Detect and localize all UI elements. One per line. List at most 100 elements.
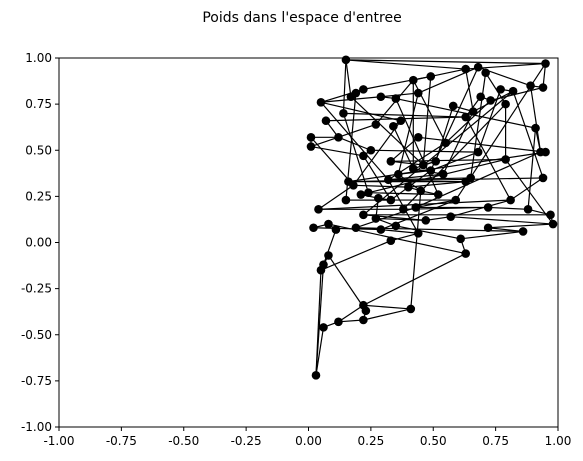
point-82 [483, 223, 493, 233]
edge-76 [388, 173, 444, 181]
edge-84 [318, 184, 354, 210]
y-tick-label-2: -0.50 [21, 328, 52, 342]
point-2 [461, 64, 470, 74]
y-tick-label-4: 0.00 [25, 236, 52, 250]
point-52 [461, 177, 470, 186]
edge-87 [368, 192, 439, 196]
point-83 [518, 227, 528, 236]
edge-143 [465, 116, 512, 201]
edge-118 [380, 228, 419, 234]
edge-149 [320, 101, 389, 181]
x-tick-label-5: 0.25 [358, 434, 385, 448]
y-tick-label-0: -1.00 [21, 420, 52, 434]
edge-66 [370, 149, 479, 153]
edge-136 [315, 327, 325, 376]
point-38 [366, 145, 376, 155]
point-61 [341, 195, 351, 205]
edge-15 [363, 75, 431, 90]
point-64 [314, 204, 323, 214]
edge-137 [315, 264, 325, 376]
point-7 [526, 81, 535, 90]
point-22 [468, 107, 478, 116]
point-89 [316, 265, 326, 275]
point-44 [408, 164, 418, 173]
point-47 [438, 169, 448, 179]
edge-57 [338, 136, 372, 151]
edge-125 [363, 253, 466, 306]
point-77 [331, 225, 341, 234]
point-23 [339, 109, 348, 118]
edge-109 [450, 216, 554, 225]
point-8 [538, 83, 548, 92]
point-37 [359, 151, 368, 161]
edge-8 [465, 68, 474, 112]
edge-131 [363, 304, 411, 310]
edge-25 [512, 91, 544, 179]
edge-49 [352, 120, 402, 186]
edge-58 [418, 136, 546, 153]
point-63 [506, 195, 515, 205]
point-57 [364, 188, 373, 197]
point-55 [416, 186, 426, 196]
point-92 [406, 304, 416, 314]
edge-147 [505, 159, 554, 225]
x-tick-label-7: 0.75 [482, 434, 509, 448]
edge-123 [320, 240, 392, 271]
edge-141 [410, 190, 422, 309]
point-93 [359, 315, 368, 325]
edge-121 [488, 227, 524, 233]
point-15 [376, 92, 386, 102]
edge-144 [363, 90, 514, 216]
point-86 [461, 249, 470, 258]
edge-41 [320, 101, 401, 122]
edge-2 [345, 59, 352, 97]
point-54 [404, 182, 413, 192]
edge-77 [388, 177, 471, 181]
y-tick-label-3: -0.25 [21, 282, 52, 296]
point-73 [446, 212, 456, 221]
point-28 [389, 121, 398, 131]
point-85 [456, 234, 465, 244]
point-76 [324, 219, 333, 229]
point-25 [396, 116, 406, 126]
point-79 [376, 225, 386, 234]
point-21 [448, 101, 458, 111]
point-95 [319, 323, 328, 332]
edge-75 [397, 173, 422, 192]
edge-1 [345, 59, 466, 70]
point-14 [413, 88, 423, 98]
point-45 [426, 166, 436, 175]
edge-110 [488, 223, 554, 229]
nodes-layer [306, 55, 558, 380]
point-11 [359, 85, 368, 94]
edge-120 [390, 232, 419, 242]
point-96 [311, 371, 321, 380]
point-0 [341, 55, 351, 65]
point-68 [523, 204, 533, 214]
point-67 [483, 203, 493, 212]
point-18 [486, 96, 495, 105]
point-30 [306, 133, 316, 142]
edge-3 [342, 59, 347, 114]
edge-67 [430, 151, 479, 172]
point-48 [384, 175, 393, 185]
point-1 [541, 59, 550, 68]
point-66 [411, 203, 421, 212]
edge-62 [348, 151, 546, 183]
point-42 [418, 160, 428, 170]
edge-101 [488, 206, 529, 210]
edge-145 [350, 96, 424, 166]
point-26 [321, 116, 331, 126]
x-tick-label-4: 0.00 [295, 434, 322, 448]
y-tick-label-7: 0.75 [25, 97, 52, 111]
chart-title: Poids dans l'espace d'entree [202, 10, 401, 26]
edge-133 [363, 308, 411, 321]
x-tick-label-8: 1.00 [545, 434, 572, 448]
point-87 [324, 251, 333, 260]
edge-142 [310, 136, 354, 186]
edge-115 [322, 229, 337, 265]
point-72 [421, 216, 431, 225]
y-tick-label-1: -0.75 [21, 374, 52, 388]
